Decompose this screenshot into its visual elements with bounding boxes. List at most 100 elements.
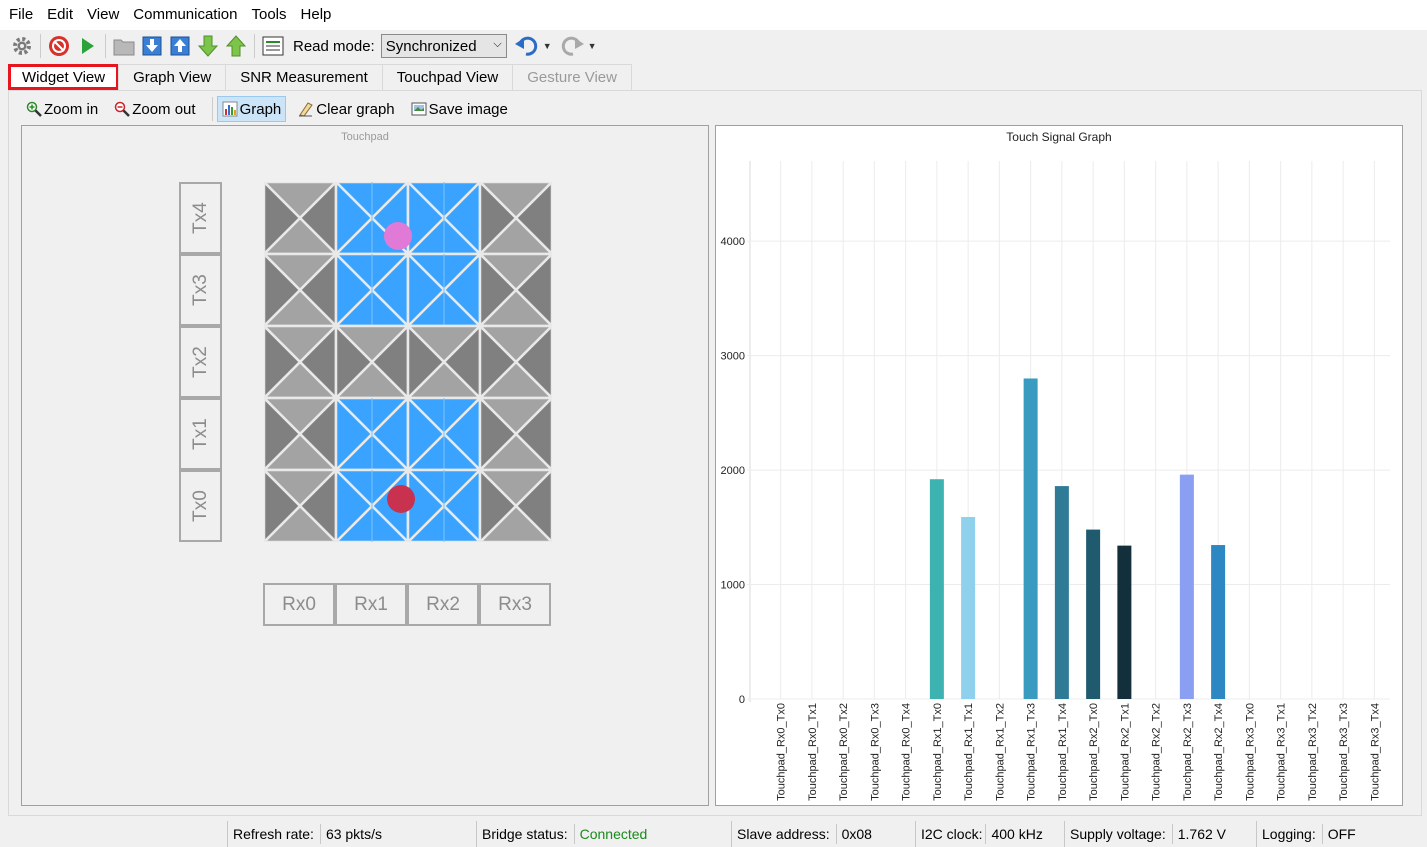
x-tick-label: Touchpad_Rx2_Tx3 xyxy=(1182,703,1194,801)
x-tick-label: Touchpad_Rx1_Tx1 xyxy=(963,703,975,801)
zoom-in-button[interactable]: Zoom in xyxy=(22,96,102,122)
sensor-cell-Rx0-Tx3 xyxy=(264,250,340,330)
tx3-label: Tx3 xyxy=(179,254,222,326)
undo-icon[interactable] xyxy=(513,32,541,60)
clear-graph-button[interactable]: Clear graph xyxy=(294,96,398,122)
zoom-out-button[interactable]: Zoom out xyxy=(110,96,199,122)
logging-status: Logging: OFF xyxy=(1256,821,1356,847)
bar-Touchpad_Rx1_Tx1 xyxy=(961,516,976,699)
x-tick-label: Touchpad_Rx0_Tx3 xyxy=(869,703,881,801)
y-tick-label: 0 xyxy=(739,694,745,706)
log-window-icon[interactable] xyxy=(259,32,287,60)
y-tick-label: 4000 xyxy=(721,236,745,248)
y-tick-label: 3000 xyxy=(721,351,745,363)
tx1-label: Tx1 xyxy=(179,398,222,470)
sensor-cell-Rx2-Tx3 xyxy=(404,250,484,330)
x-tick-label: Touchpad_Rx1_Tx4 xyxy=(1057,703,1069,801)
arrow-down-green-icon[interactable] xyxy=(194,32,222,60)
x-tick-label: Touchpad_Rx2_Tx2 xyxy=(1151,703,1163,801)
toolbar-separator xyxy=(254,34,255,58)
menu-file[interactable]: File xyxy=(9,6,34,23)
x-tick-label: Touchpad_Rx1_Tx2 xyxy=(994,703,1006,801)
menu-tools[interactable]: Tools xyxy=(251,6,287,23)
bar-Touchpad_Rx2_Tx3 xyxy=(1179,474,1194,699)
tab-touchpad-view[interactable]: Touchpad View xyxy=(381,64,514,90)
sensor-cell-Rx2-Tx0 xyxy=(404,466,484,542)
bar-Touchpad_Rx2_Tx4 xyxy=(1211,545,1226,699)
x-tick-label: Touchpad_Rx3_Tx2 xyxy=(1307,703,1319,801)
rx2-label: Rx2 xyxy=(407,583,479,626)
widget-view-toolbar: Zoom in Zoom out Graph Clear graph Save … xyxy=(22,96,520,122)
start-play-icon[interactable] xyxy=(73,32,101,60)
tab-snr-measurement[interactable]: SNR Measurement xyxy=(225,64,383,90)
save-image-button[interactable]: Save image xyxy=(407,96,512,122)
save-image-label: Save image xyxy=(428,100,508,118)
tab-graph-view[interactable]: Graph View xyxy=(118,64,227,90)
tab-widget-view[interactable]: Widget View xyxy=(8,64,120,90)
tx2-label: Tx2 xyxy=(179,326,222,398)
x-tick-label: Touchpad_Rx3_Tx0 xyxy=(1244,703,1256,801)
bar-Touchpad_Rx1_Tx4 xyxy=(1054,486,1069,699)
bridge-status: Bridge status: Connected xyxy=(476,821,647,847)
toolbar-separator xyxy=(105,34,106,58)
read-mode-select[interactable]: Synchronized ⌵ xyxy=(380,34,507,58)
redo-dropdown-icon[interactable]: ▼ xyxy=(587,41,597,51)
sensor-cell-Rx3-Tx2 xyxy=(476,322,552,402)
open-folder-icon[interactable] xyxy=(110,32,138,60)
x-tick-label: Touchpad_Rx3_Tx4 xyxy=(1369,703,1381,801)
zoom-out-icon xyxy=(114,101,131,117)
upload-icon[interactable] xyxy=(166,32,194,60)
disconnect-icon[interactable] xyxy=(45,32,73,60)
touchpad-widget-panel: Touchpad Tx4 Tx3 Tx2 Tx1 Tx0 Rx0 Rx1 Rx2… xyxy=(21,125,709,806)
x-tick-label: Touchpad_Rx2_Tx4 xyxy=(1213,703,1225,801)
x-tick-label: Touchpad_Rx1_Tx0 xyxy=(932,703,944,801)
sensor-cell-Rx0-Tx2 xyxy=(264,322,340,402)
x-tick-label: Touchpad_Rx3_Tx3 xyxy=(1338,703,1350,801)
arrow-up-green-icon[interactable] xyxy=(222,32,250,60)
clear-graph-label: Clear graph xyxy=(316,100,395,118)
sensor-cell-Rx1-Tx1 xyxy=(332,394,412,474)
tab-gesture-view: Gesture View xyxy=(512,64,632,90)
toolbar-separator xyxy=(211,97,213,121)
sensor-cell-Rx3-Tx0 xyxy=(476,466,552,542)
y-tick-label: 1000 xyxy=(721,580,745,592)
settings-gear-icon[interactable] xyxy=(8,32,36,60)
download-icon[interactable] xyxy=(138,32,166,60)
x-tick-label: Touchpad_Rx0_Tx4 xyxy=(901,703,913,801)
bar-Touchpad_Rx2_Tx1 xyxy=(1117,545,1132,699)
sensor-cell-Rx1-Tx2 xyxy=(332,322,412,402)
redo-icon[interactable] xyxy=(558,32,586,60)
sensor-cell-Rx2-Tx1 xyxy=(404,394,484,474)
touchpad-sensor-grid[interactable] xyxy=(264,182,552,542)
rx1-label: Rx1 xyxy=(335,583,407,626)
slave-address-status: Slave address: 0x08 xyxy=(731,821,872,847)
graph-toggle-button[interactable]: Graph xyxy=(216,96,287,122)
sensor-cell-Rx3-Tx4 xyxy=(476,182,552,258)
x-tick-label: Touchpad_Rx1_Tx3 xyxy=(1026,703,1038,801)
menu-view[interactable]: View xyxy=(87,6,120,23)
read-mode-value: Synchronized xyxy=(385,37,477,55)
sensor-cell-Rx0-Tx4 xyxy=(264,182,340,258)
i2c-clock-status: I2C clock: 400 kHz xyxy=(915,821,1043,847)
menu-edit[interactable]: Edit xyxy=(47,6,74,23)
menu-help[interactable]: Help xyxy=(300,6,332,23)
rx0-label: Rx0 xyxy=(263,583,335,626)
touch-point-indicator xyxy=(384,222,412,250)
touch-signal-graph-panel: Touch Signal Graph 0 1000 2000 3000 4000 Touc… xyxy=(715,125,1403,806)
bar-Touchpad_Rx2_Tx0 xyxy=(1086,529,1101,699)
x-tick-label: Touchpad_Rx2_Tx0 xyxy=(1088,703,1100,801)
sensor-cell-Rx0-Tx0 xyxy=(264,466,340,542)
tx0-label: Tx0 xyxy=(179,470,222,542)
main-toolbar: Read mode: Synchronized ⌵ ▼ ▼ xyxy=(0,30,1427,62)
chevron-down-icon: ⌵ xyxy=(493,38,502,50)
eraser-icon xyxy=(298,101,314,117)
bar-Touchpad_Rx1_Tx3 xyxy=(1023,378,1038,699)
toolbar-separator xyxy=(40,34,41,58)
menu-communication[interactable]: Communication xyxy=(133,6,238,23)
x-tick-label: Touchpad_Rx0_Tx1 xyxy=(807,703,819,801)
touchpad-title: Touchpad xyxy=(341,131,389,143)
undo-dropdown-icon[interactable]: ▼ xyxy=(542,41,552,51)
read-mode-label: Read mode: xyxy=(293,37,375,55)
sensor-cell-Rx2-Tx2 xyxy=(404,322,484,402)
sensor-cell-Rx1-Tx3 xyxy=(332,250,412,330)
